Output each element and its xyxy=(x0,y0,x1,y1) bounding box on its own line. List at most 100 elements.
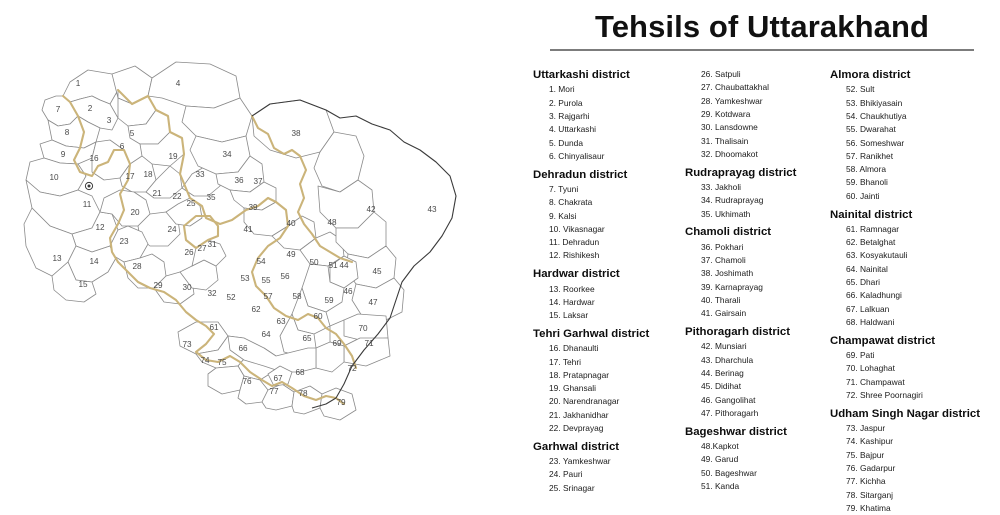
map-number-57: 57 xyxy=(263,292,273,301)
tehsil-list-item: 38. Joshimath xyxy=(701,268,754,279)
tehsil-list-item: 29. Kotdwara xyxy=(701,108,751,119)
tehsil-list-item: 13. Roorkee xyxy=(549,283,595,294)
tehsil-list-item: 59. Bhanoli xyxy=(846,177,888,188)
tehsil-list-item: 18. Pratapnagar xyxy=(549,369,610,380)
map-number-69: 69 xyxy=(332,339,342,348)
district-heading: Chamoli district xyxy=(685,226,772,239)
tehsil-list-item: 16. Dhanaulti xyxy=(549,343,599,354)
tehsil-list-item: 50. Bageshwar xyxy=(701,467,757,478)
map-number-4: 4 xyxy=(176,79,181,88)
tehsil-list-item: 52. Sult xyxy=(846,84,875,95)
capital-dot-icon xyxy=(84,181,94,191)
map-number-58: 58 xyxy=(292,292,302,301)
tehsil-list-item: 7. Tyuni xyxy=(549,183,579,194)
map-number-63: 63 xyxy=(276,317,286,326)
tehsil-list-item: 72. Shree Poornagiri xyxy=(846,390,923,400)
tehsil-list-item: 26. Satpuli xyxy=(701,69,741,79)
tehsil-list-item: 32. Dhoomakot xyxy=(701,148,758,159)
district-heading: Hardwar district xyxy=(533,268,620,281)
map-number-73: 73 xyxy=(182,340,192,349)
map-number-75: 75 xyxy=(217,358,227,367)
map-number-35: 35 xyxy=(206,193,216,202)
map-number-62: 62 xyxy=(251,305,261,314)
district-heading: Garhwal district xyxy=(533,440,620,453)
map-number-40: 40 xyxy=(286,219,296,228)
tehsil-list-item: 55. Dwarahat xyxy=(846,124,896,135)
tehsil-list-item: 37. Chamoli xyxy=(701,254,746,265)
tehsil-list: 36. Pokhari 37. Chamoli 38. Joshimath 39. K… xyxy=(685,241,827,321)
tehsil-list-item: 44. Berinag xyxy=(701,367,744,378)
tehsil-list-item: 57. Ranikhet xyxy=(846,150,894,161)
map-number-21: 21 xyxy=(152,189,162,198)
tehsil-column-1: Uttarkashi district 1. Mori 2. Purola 3. Ra… xyxy=(533,68,693,495)
map-number-48: 48 xyxy=(327,218,337,227)
map-number-52: 52 xyxy=(226,293,236,302)
map-number-13: 13 xyxy=(52,254,62,263)
tehsil-list-item: 73. Jaspur xyxy=(846,423,886,434)
map-number-42: 42 xyxy=(366,205,376,214)
tehsil-list-item: 19. Ghansali xyxy=(549,383,597,394)
map-number-24: 24 xyxy=(167,225,177,234)
map-number-51: 51 xyxy=(328,261,338,270)
tehsil-list: 23. Yamkeshwar 24. Pauri 25. Srinagar xyxy=(533,455,693,495)
map-tehsil-boundaries xyxy=(23,61,405,421)
tehsil-list-item: 21. Jakhanidhar xyxy=(549,409,609,420)
tehsil-list-item: 63. Kosyakutauli xyxy=(846,250,908,261)
map-number-37: 37 xyxy=(253,177,263,186)
map-number-10: 10 xyxy=(49,173,59,182)
tehsils-of-uttarakhand-infographic: 1 2 3 4 5 6 7 8 9 10 11 12 13 14 15 16 17 18 19 20 21 22 23 24 2… xyxy=(23,9,1000,513)
map-number-54: 54 xyxy=(256,257,266,266)
map-number-44: 44 xyxy=(339,261,349,270)
tehsil-list-item: 75. Bajpur xyxy=(846,449,885,460)
tehsil-list-item: 56. Someshwar xyxy=(846,137,905,148)
map-number-12: 12 xyxy=(95,223,105,232)
tehsil-list-item: 61. Ramnagar xyxy=(846,223,900,234)
tehsil-list: 13. Roorkee 14. Hardwar 15. Laksar xyxy=(533,283,693,323)
tehsil-list-item: 9. Kalsi xyxy=(549,210,577,221)
district-heading: Champawat district xyxy=(830,334,936,347)
tehsil-list-item: 74. Kashipur xyxy=(846,436,894,447)
map-state-boundary xyxy=(251,99,457,409)
map-number-33: 33 xyxy=(195,170,205,179)
tehsil-list-item: 45. Didihat xyxy=(701,381,742,392)
map-number-11: 11 xyxy=(83,200,92,209)
tehsil-list-item: 5. Dunda xyxy=(549,137,583,148)
map-number-1: 1 xyxy=(76,79,81,88)
map-number-22: 22 xyxy=(172,192,182,201)
map-number-36: 36 xyxy=(234,176,244,185)
tehsil-list-item: 49. Garud xyxy=(701,454,739,465)
map-number-60: 60 xyxy=(313,312,323,321)
map-number-14: 14 xyxy=(89,257,99,266)
tehsil-list-item: 22. Devprayag xyxy=(549,423,604,434)
tehsil-list-item: 54. Chaukhutiya xyxy=(846,110,907,121)
tehsil-list: 52. Sult 53. Bhikiyasain 54. Chaukhutiya 55… xyxy=(830,83,1000,203)
map-number-25: 25 xyxy=(186,199,196,208)
map-number-78: 78 xyxy=(298,389,308,398)
district-heading: Udham Singh Nagar district xyxy=(830,407,980,420)
tehsil-list-item: 23. Yamkeshwar xyxy=(549,456,611,467)
tehsil-list-item: 25. Srinagar xyxy=(549,482,595,493)
map-number-50: 50 xyxy=(309,258,319,267)
tehsil-list-item: 60. Jainti xyxy=(846,190,880,201)
map-number-17: 17 xyxy=(125,172,135,181)
map-district-boundaries xyxy=(61,88,358,406)
map-number-74: 74 xyxy=(200,356,210,365)
map-number-55: 55 xyxy=(261,276,271,285)
tehsil-list-item: 4. Uttarkashi xyxy=(549,124,597,135)
map-number-79: 79 xyxy=(336,398,346,407)
tehsil-list-item: 27. Chaubattakhal xyxy=(701,82,769,93)
title-block: Tehsils of Uttarakhand xyxy=(538,9,986,51)
tehsil-list-item: 47. Pithoragarh xyxy=(701,407,759,418)
district-heading: Tehri Garhwal district xyxy=(533,327,650,340)
map-number-70: 70 xyxy=(358,324,368,333)
tehsil-list: 73. Jaspur 74. Kashipur 75. Bajpur 76. Gada… xyxy=(830,422,1000,515)
map-number-49: 49 xyxy=(286,250,296,259)
map-number-34: 34 xyxy=(222,150,232,159)
title-divider xyxy=(550,48,974,51)
tehsil-list-item: 12. Rishikesh xyxy=(549,250,600,261)
tehsil-list: 26. Satpuli 27. Chaubattakhal 28. Yamkeshw… xyxy=(685,68,827,161)
tehsil-list-item: 8. Chakrata xyxy=(549,197,593,208)
map-number-56: 56 xyxy=(280,272,290,281)
